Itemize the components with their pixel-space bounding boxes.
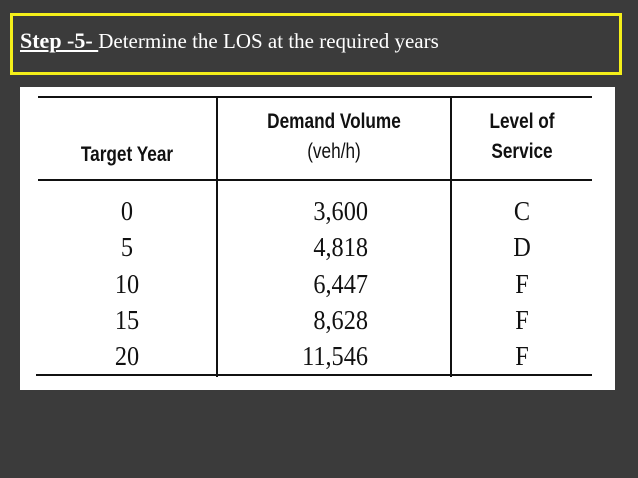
- header-level-of-service: Level of Service: [465, 107, 580, 167]
- cell-target-year: 5: [120, 232, 134, 263]
- cell-level-of-service: F: [515, 268, 529, 299]
- slide-title: Step -5- Determine the LOS at the requir…: [20, 28, 439, 54]
- cell-target-year: 0: [120, 196, 134, 226]
- header-demand-volume: Demand Volume (veh/h): [239, 107, 429, 167]
- table-row: 15 8,628 F: [20, 302, 615, 338]
- header-target-year-text: Target Year: [80, 143, 174, 166]
- los-table: Target Year Demand Volume (veh/h) Level …: [20, 87, 615, 390]
- table-bottom-rule: [36, 374, 592, 376]
- cell-target-year: 10: [114, 268, 140, 299]
- cell-target-year: 15: [114, 304, 140, 335]
- step-label: Step -5-: [20, 28, 99, 53]
- cell-demand-volume: 6,447: [313, 268, 368, 299]
- column-divider-1: [216, 97, 218, 377]
- column-divider-2: [450, 97, 452, 377]
- header-target-year: Target Year: [54, 140, 200, 170]
- header-demand-volume-unit: (veh/h): [307, 140, 361, 163]
- table-row: 5 4,818 D: [20, 229, 615, 265]
- table-row: 10 6,447 F: [20, 266, 615, 302]
- header-demand-volume-text: Demand Volume: [267, 110, 401, 133]
- cell-level-of-service: F: [515, 341, 529, 372]
- cell-level-of-service: C: [513, 196, 531, 226]
- table-top-rule: [38, 96, 592, 98]
- cell-demand-volume: 11,546: [302, 341, 368, 372]
- table-body: 0 3,600 C 5 4,818 D 10 6,447 F 15 8,628 …: [20, 193, 615, 374]
- table-header-rule: [38, 179, 592, 181]
- step-description: Determine the LOS at the required years: [98, 29, 439, 53]
- cell-target-year: 20: [114, 341, 140, 372]
- table-row: 0 3,600 C: [20, 193, 615, 229]
- cell-level-of-service: F: [515, 304, 529, 335]
- cell-demand-volume: 8,628: [313, 304, 368, 335]
- slide-title-box: Step -5- Determine the LOS at the requir…: [10, 13, 622, 75]
- header-los-line2: Service: [491, 140, 553, 163]
- header-los-line1: Level of: [489, 110, 555, 133]
- cell-demand-volume: 3,600: [313, 196, 368, 226]
- cell-demand-volume: 4,818: [313, 232, 368, 263]
- table-row: 20 11,546 F: [20, 338, 615, 374]
- cell-level-of-service: D: [513, 232, 531, 263]
